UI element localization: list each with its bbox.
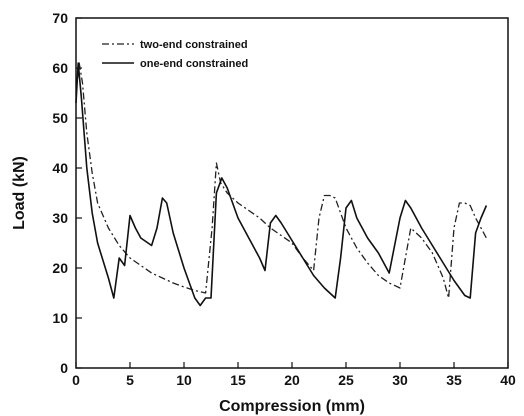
y-tick-label: 10 [52, 310, 68, 326]
x-tick-label: 10 [176, 372, 192, 388]
y-tick-label: 50 [52, 110, 68, 126]
x-axis-title: Compression (mm) [219, 398, 365, 415]
x-tick-label: 5 [126, 372, 134, 388]
x-tick-label: 40 [500, 372, 516, 388]
legend: two-end constrained one-end constrained [102, 39, 248, 70]
x-tick-label: 25 [338, 372, 354, 388]
plot-area [75, 17, 509, 369]
x-tick-label: 20 [284, 372, 300, 388]
y-tick-label: 40 [52, 160, 68, 176]
legend-label-one-end: one-end constrained [140, 58, 248, 70]
series-line-two-end-constrained [75, 62, 487, 299]
y-tick-label: 0 [60, 360, 68, 376]
legend-label-two-end: two-end constrained [140, 39, 248, 51]
y-tick-label: 60 [52, 60, 68, 76]
y-axis: 0 10 20 30 40 50 60 70 [52, 10, 82, 376]
series-layer [75, 62, 488, 307]
x-axis: 0 5 10 15 20 25 30 35 40 [72, 362, 516, 388]
y-tick-label: 30 [52, 210, 68, 226]
plot-frame [75, 17, 509, 369]
x-tick-label: 35 [446, 372, 462, 388]
y-axis-title: Load (kN) [11, 156, 28, 230]
x-tick-label: 0 [72, 372, 80, 388]
x-tick-label: 15 [230, 372, 246, 388]
x-tick-label: 30 [392, 372, 408, 388]
y-tick-label: 70 [52, 10, 68, 26]
series-line-one-end-constrained [75, 62, 488, 307]
y-tick-label: 20 [52, 260, 68, 276]
